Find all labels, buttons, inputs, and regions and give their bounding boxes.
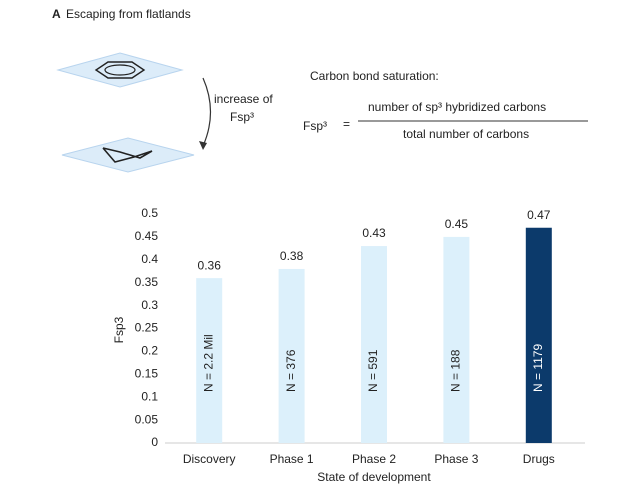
y-tick-label: 0.35 — [135, 275, 159, 289]
x-tick-label: Phase 3 — [434, 452, 478, 466]
bar-annotation: N = 1179 — [531, 344, 545, 392]
bar — [525, 227, 552, 443]
formula-heading: Carbon bond saturation: — [310, 69, 439, 83]
bar-annotation: N = 376 — [284, 349, 298, 392]
x-tick-label: Discovery — [183, 452, 236, 466]
y-tick-label: 0.5 — [141, 206, 158, 220]
value-label: 0.47 — [527, 208, 551, 222]
arrow-label: increase of — [214, 92, 273, 106]
formula-denominator: total number of carbons — [403, 127, 529, 141]
panel-title: Escaping from flatlands — [66, 7, 191, 21]
x-tick-label: Drugs — [523, 452, 555, 466]
bar-annotation: N = 188 — [449, 349, 463, 392]
cyclohexane — [102, 147, 153, 163]
arrowhead — [199, 141, 207, 150]
x-axis-label: State of development — [317, 470, 431, 484]
plane — [56, 52, 184, 88]
formula-numerator: number of sp³ hybridized carbons — [368, 100, 546, 114]
y-tick-label: 0.15 — [135, 366, 159, 380]
panel-label: A — [52, 7, 61, 21]
y-tick-label: 0.25 — [135, 321, 159, 335]
bar — [361, 246, 387, 443]
value-label: 0.36 — [198, 258, 222, 272]
bar — [278, 268, 305, 443]
benzene-ring — [104, 64, 136, 76]
value-label: 0.38 — [280, 249, 304, 263]
formula-equals: = — [343, 117, 350, 131]
benzene — [94, 61, 146, 79]
formula-lhs: Fsp³ — [303, 119, 327, 133]
y-axis-label: Fsp3 — [112, 316, 126, 343]
y-tick-label: 0 — [151, 435, 158, 449]
arrow-label: Fsp³ — [230, 110, 254, 124]
x-tick-label: Phase 1 — [270, 452, 314, 466]
x-tick-label: Phase 2 — [352, 452, 396, 466]
y-tick-label: 0.45 — [135, 229, 159, 243]
y-tick-label: 0.05 — [135, 412, 159, 426]
bar-annotation: N = 2.2 Mil — [201, 334, 215, 392]
bar-annotation: N = 591 — [366, 349, 380, 392]
bar — [443, 236, 470, 443]
value-label: 0.43 — [362, 226, 386, 240]
bar — [196, 278, 223, 443]
arrow — [202, 77, 212, 147]
y-tick-label: 0.2 — [141, 344, 158, 358]
y-tick-label: 0.3 — [141, 298, 158, 312]
value-label: 0.45 — [445, 217, 469, 231]
y-tick-label: 0.1 — [141, 389, 158, 403]
y-tick-label: 0.4 — [141, 252, 158, 266]
